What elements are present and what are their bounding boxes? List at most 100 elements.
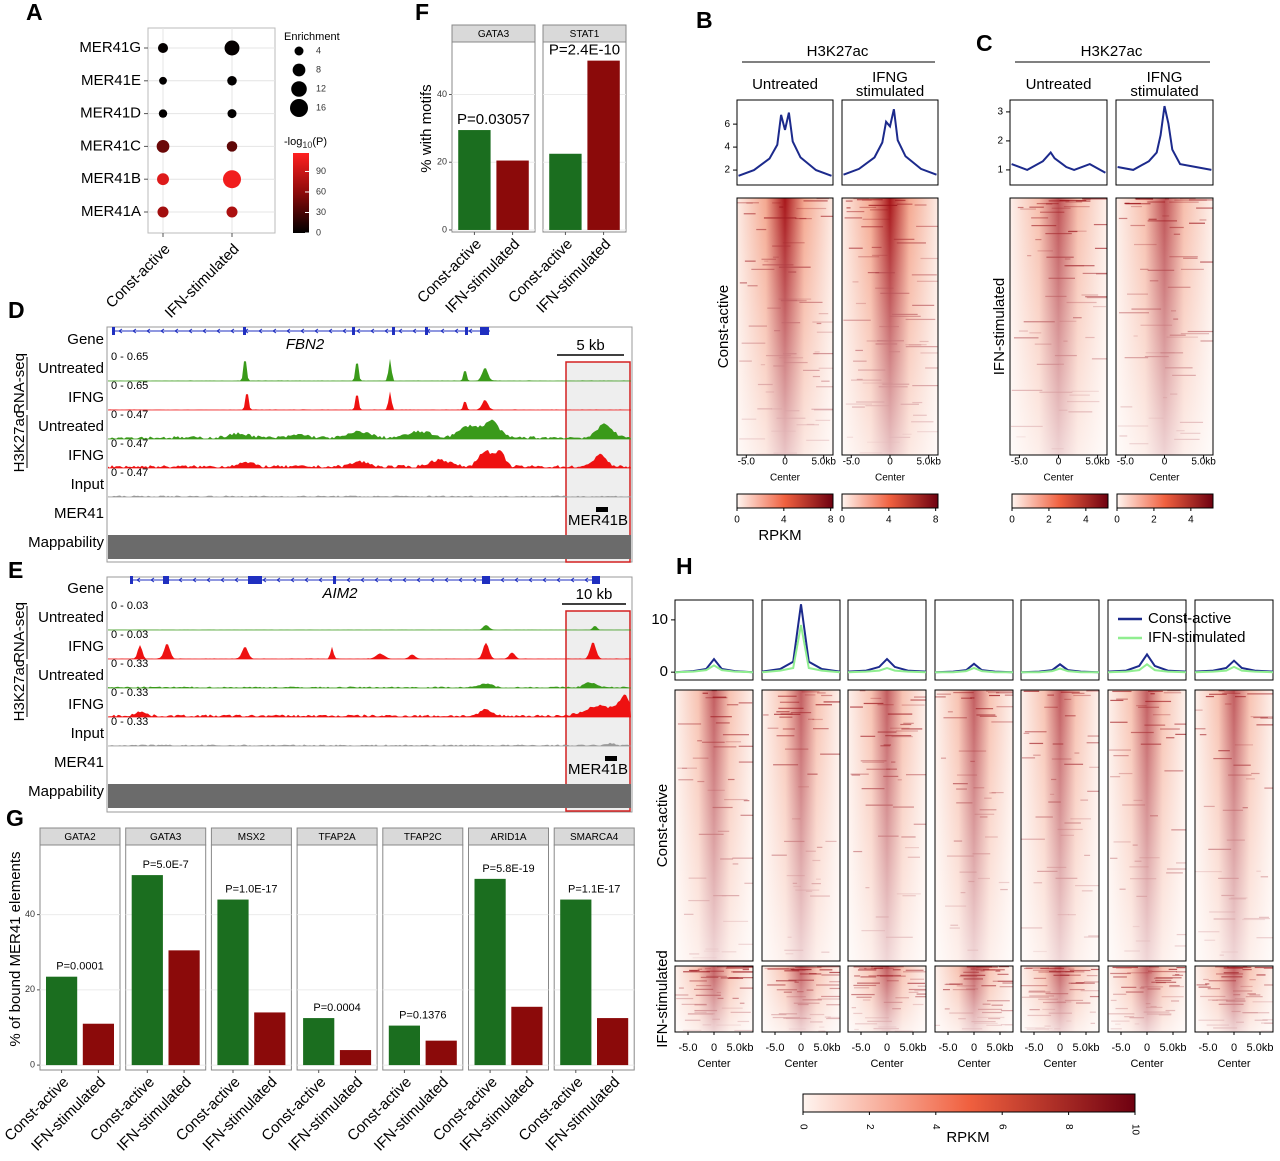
y-tick-label: 1 <box>997 165 1003 176</box>
profile-line <box>1117 105 1212 171</box>
colorbar-label: 0 <box>839 515 845 526</box>
colorbar-label: 90 <box>316 166 326 176</box>
x-tick-label: 0 <box>884 1042 890 1054</box>
heatmap-frame <box>847 689 927 962</box>
gene-strand <box>304 577 309 583</box>
bar <box>425 1040 457 1066</box>
legend-title-part: 10 <box>302 140 312 150</box>
facet-title: GATA3 <box>150 832 182 843</box>
facet-title: ARID1A <box>490 832 526 843</box>
profile-box <box>934 599 1014 681</box>
profile-box <box>841 99 939 186</box>
element-label: MER41B <box>568 512 628 529</box>
row-label: MER41B <box>81 170 141 187</box>
track-range: 0 - 0.47 <box>111 467 148 479</box>
profile-line <box>1194 665 1274 674</box>
track-range: 0 - 0.03 <box>111 600 148 612</box>
y-tick-label: 40 <box>437 89 447 99</box>
x-axis-label: Center <box>1043 473 1074 484</box>
exon <box>592 576 600 584</box>
legend-title-part: -log <box>284 136 302 148</box>
track-label: IFNG <box>68 447 104 464</box>
colorbar-label: 0 <box>1009 515 1015 526</box>
dot <box>157 206 169 218</box>
dot <box>158 109 168 118</box>
profile-line <box>674 664 754 674</box>
row-label: MER41D <box>80 105 141 122</box>
gene-strand <box>454 328 459 334</box>
x-tick-label: 0 <box>1056 457 1062 468</box>
profile-box <box>847 599 927 681</box>
bar <box>254 1012 286 1066</box>
panel-letter: A <box>26 0 43 25</box>
colorbar-label: 0 <box>316 227 321 237</box>
x-tick-label: 5.0kb <box>1160 1042 1187 1054</box>
gene-strand <box>318 577 323 583</box>
gene-strand <box>160 328 165 334</box>
mappability <box>108 784 631 808</box>
x-axis-label: Center <box>784 1058 817 1070</box>
legend-label: Const-active <box>1148 610 1231 627</box>
profile-line <box>935 666 1013 674</box>
exon <box>130 576 133 584</box>
gene-strand <box>346 577 351 583</box>
x-tick-label: 0 <box>798 1042 804 1054</box>
x-tick-label: 5.0kb <box>1073 1042 1100 1054</box>
gene-strand <box>416 577 421 583</box>
mer41-element <box>596 507 608 512</box>
gene-strand <box>174 328 179 334</box>
gene-strand <box>584 577 589 583</box>
legend-title: Enrichment <box>284 31 340 43</box>
row-label: Const-active <box>654 784 671 867</box>
profile-box <box>674 599 754 681</box>
annotation: P=0.0001 <box>56 961 103 973</box>
bar <box>303 1018 335 1066</box>
colorbar <box>293 153 309 233</box>
track-label: IFNG <box>68 638 104 655</box>
gene-strand <box>258 328 263 334</box>
gene-strand <box>356 328 361 334</box>
track-group-label: H3K27ac <box>11 410 28 472</box>
panel-title: Untreated <box>1026 76 1092 93</box>
x-tick-label: IFN-stimulated <box>162 241 243 322</box>
panel-title: IFNG stimulated <box>856 69 924 100</box>
colorbar-label: 2 <box>1046 515 1052 526</box>
annotation: P=0.0004 <box>313 1002 360 1014</box>
x-tick-label: 5.0kb <box>900 1042 927 1054</box>
track-range: 0 - 0.47 <box>111 438 148 450</box>
bar <box>474 878 506 1066</box>
track-label: Mappability <box>28 783 104 800</box>
gene-strand <box>276 577 281 583</box>
exon <box>465 327 468 335</box>
heatmap-fade <box>935 966 1013 1032</box>
bar <box>82 1023 114 1066</box>
annotation: P=2.4E-10 <box>549 42 620 59</box>
heatmap-fade <box>1021 966 1099 1032</box>
profile-line <box>1011 150 1106 174</box>
colorbar-title: RPKM <box>946 1129 989 1146</box>
heatmap-fade <box>762 966 840 1032</box>
dot <box>226 206 238 218</box>
gene-strand <box>220 577 225 583</box>
exon <box>112 327 115 335</box>
x-tick-label: 5.0kb <box>916 457 941 468</box>
track-label: Untreated <box>38 609 104 626</box>
annotation: P=5.0E-7 <box>143 859 189 871</box>
profile-line <box>761 604 841 673</box>
x-tick-label: -5.0 <box>1199 1042 1218 1054</box>
legend-dot <box>294 46 304 56</box>
track-label: Input <box>71 476 105 493</box>
gene-strand <box>192 577 197 583</box>
x-tick-label: 5.0kb <box>987 1042 1014 1054</box>
track-label: Gene <box>67 331 104 348</box>
colorbar-label: 2 <box>864 1124 875 1130</box>
colorbar-label: 8 <box>933 515 939 526</box>
heatmap-frame <box>1107 689 1187 962</box>
facet-title: STAT1 <box>570 29 600 40</box>
scale-label: 10 kb <box>576 586 613 603</box>
y-tick-label: 40 <box>25 909 35 919</box>
gene-strand <box>202 328 207 334</box>
gene-strand <box>146 328 151 334</box>
panel-letter: B <box>696 7 713 33</box>
colorbar-label: 4 <box>930 1124 941 1130</box>
